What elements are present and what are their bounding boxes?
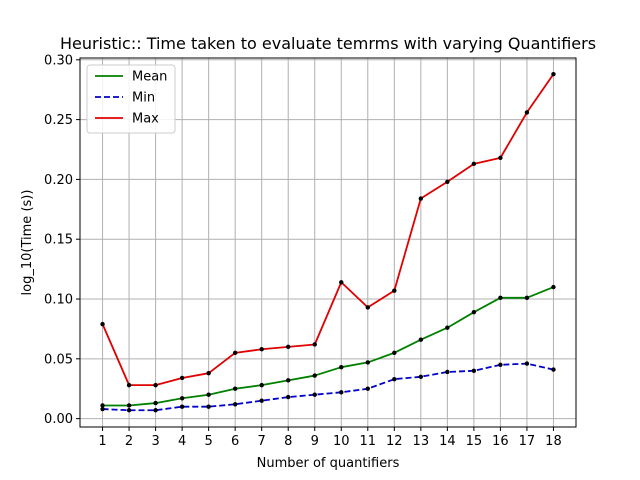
legend-box bbox=[86, 64, 176, 134]
x-tick-label: 6 bbox=[231, 434, 239, 449]
data-point-mean bbox=[286, 378, 291, 383]
x-tick-label: 15 bbox=[466, 434, 483, 449]
data-point-mean bbox=[153, 400, 158, 406]
legend-label: Min bbox=[132, 91, 155, 106]
y-axis: 0.00 0.05 0.10 0.15 0.20 0.25 0.30 bbox=[44, 53, 80, 427]
x-tick-label: 2 bbox=[125, 434, 133, 449]
y-tick-label: 0.00 bbox=[44, 412, 73, 427]
data-point-max bbox=[206, 370, 211, 376]
x-tick-label: 10 bbox=[333, 434, 350, 449]
legend: Mean Min Max bbox=[86, 64, 176, 134]
x-tick-label: 16 bbox=[492, 434, 509, 449]
data-point-max bbox=[365, 305, 370, 310]
x-axis: 1 2 3 4 5 6 7 8 9 10 11 12 13 14 15 16 17 18 bbox=[98, 427, 562, 449]
x-tick-label: 7 bbox=[258, 434, 266, 449]
data-point-max bbox=[551, 71, 556, 77]
x-tick-label: 11 bbox=[360, 434, 377, 449]
data-point-min bbox=[312, 392, 317, 397]
data-point-max bbox=[418, 196, 424, 201]
data-point-mean bbox=[100, 403, 105, 408]
data-point-mean bbox=[179, 396, 185, 401]
data-point-max bbox=[445, 179, 450, 184]
legend-label: Max bbox=[132, 112, 159, 127]
x-tick-label: 18 bbox=[545, 434, 562, 449]
data-point-max bbox=[471, 161, 477, 167]
data-point-min bbox=[259, 398, 264, 403]
data-point-mean bbox=[365, 360, 370, 365]
data-point-min bbox=[206, 404, 211, 409]
data-point-min bbox=[153, 408, 158, 413]
data-point-min bbox=[100, 406, 105, 412]
y-tick-label: 0.05 bbox=[44, 352, 73, 367]
series-line-min bbox=[102, 362, 554, 412]
data-point-min bbox=[232, 402, 238, 407]
data-point-min bbox=[498, 362, 503, 368]
data-point-min bbox=[418, 374, 424, 379]
x-tick-label: 17 bbox=[519, 434, 536, 449]
data-point-min bbox=[365, 386, 370, 391]
data-point-mean bbox=[551, 284, 556, 290]
data-point-mean bbox=[471, 309, 477, 315]
data-point-max bbox=[498, 155, 503, 161]
x-tick-label: 9 bbox=[311, 434, 319, 449]
plot-frame bbox=[79, 57, 577, 428]
data-point-min bbox=[551, 367, 556, 372]
data-point-mean bbox=[524, 295, 530, 301]
data-point-mean bbox=[339, 364, 344, 370]
data-point-max bbox=[179, 375, 185, 381]
data-point-max bbox=[286, 344, 291, 350]
y-tick-label: 0.30 bbox=[44, 53, 73, 68]
data-point-mean bbox=[418, 337, 424, 342]
data-point-mean bbox=[312, 373, 317, 378]
y-tick-label: 0.20 bbox=[44, 173, 73, 188]
data-point-min bbox=[392, 376, 397, 382]
x-axis-label: Number of quantifiers bbox=[257, 456, 400, 471]
series-line-mean bbox=[102, 286, 554, 407]
data-point-max bbox=[126, 382, 132, 388]
data-point-min bbox=[445, 369, 450, 375]
x-tick-label: 14 bbox=[439, 434, 456, 449]
series-line-max bbox=[101, 73, 555, 387]
x-tick-label: 8 bbox=[284, 434, 292, 449]
data-point-mean bbox=[445, 325, 450, 330]
x-tick-label: 5 bbox=[205, 434, 213, 449]
data-point-min bbox=[524, 361, 530, 366]
data-point-mean bbox=[259, 382, 264, 388]
legend-label: Mean bbox=[132, 70, 167, 85]
y-tick-label: 0.25 bbox=[44, 113, 73, 128]
data-point-max bbox=[100, 321, 105, 327]
data-point-mean bbox=[498, 295, 503, 301]
data-point-max bbox=[312, 342, 317, 347]
data-point-mean bbox=[126, 403, 132, 408]
x-tick-label: 13 bbox=[413, 434, 430, 449]
x-tick-label: 1 bbox=[98, 434, 106, 449]
series-layer bbox=[100, 71, 556, 413]
chart-title: Heuristic:: Time taken to evaluate temrm… bbox=[60, 34, 596, 53]
data-point-max bbox=[153, 382, 158, 388]
data-point-min bbox=[126, 408, 132, 413]
y-tick-label: 0.10 bbox=[44, 293, 73, 308]
data-point-max bbox=[392, 288, 397, 293]
x-tick-label: 4 bbox=[178, 434, 186, 449]
data-point-max bbox=[232, 350, 238, 356]
data-point-min bbox=[339, 390, 344, 395]
y-axis-label: log_10(Time (s)) bbox=[20, 190, 35, 296]
data-point-mean bbox=[206, 392, 211, 397]
x-tick-label: 3 bbox=[151, 434, 159, 449]
data-point-min bbox=[286, 394, 291, 400]
data-point-max bbox=[259, 347, 264, 352]
x-tick-label: 12 bbox=[386, 434, 403, 449]
data-point-mean bbox=[232, 386, 238, 391]
data-point-max bbox=[524, 110, 530, 115]
data-point-max bbox=[339, 280, 344, 285]
data-point-mean bbox=[392, 350, 397, 356]
data-point-min bbox=[179, 404, 185, 409]
y-tick-label: 0.15 bbox=[44, 233, 73, 248]
data-point-min bbox=[471, 368, 477, 373]
